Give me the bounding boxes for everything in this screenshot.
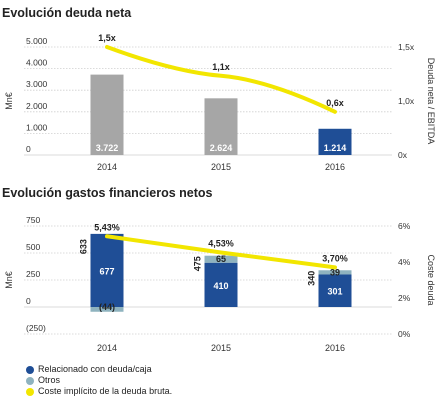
legend-label-cost: Coste implícito de la deuda bruta. — [38, 386, 173, 396]
y-tick-label: 1.000 — [26, 122, 48, 132]
y-tick-label: 4.000 — [26, 58, 48, 68]
y2-tick-label: 4% — [398, 257, 411, 267]
x-tick-label: 2014 — [97, 162, 117, 172]
bar-value-label: 3.722 — [96, 143, 119, 153]
x-tick-label: 2016 — [325, 162, 345, 172]
ratio-label: 1,5x — [98, 33, 116, 43]
y-tick-label: 0 — [26, 296, 31, 306]
y-tick-label: (250) — [26, 323, 46, 333]
x-tick-label: 2015 — [211, 162, 231, 172]
bar-others-label: 65 — [216, 254, 226, 264]
y-tick-label: 0 — [26, 144, 31, 154]
cost-label: 5,43% — [94, 222, 120, 232]
cost-label: 4,53% — [208, 238, 234, 248]
y-tick-label: 2.000 — [26, 101, 48, 111]
ratio-label: 1,1x — [212, 62, 230, 72]
bar-debt-label: 410 — [213, 281, 228, 291]
y2-tick-label: 6% — [398, 221, 411, 231]
cost-label: 3,70% — [322, 253, 348, 263]
total-label: 475 — [193, 256, 203, 271]
bar-others-2016 — [318, 270, 352, 275]
bar-value-label: 2.624 — [210, 143, 233, 153]
bar-2016 — [318, 128, 352, 155]
bar-others-2014 — [90, 307, 124, 312]
chart2-legend: Relacionado con deuda/caja Otros Coste i… — [26, 364, 172, 397]
legend-item-cost: Coste implícito de la deuda bruta. — [26, 386, 172, 397]
bar-debt-2016 — [318, 274, 352, 307]
bar-debt-2015 — [204, 262, 238, 307]
y-tick-label: 5.000 — [26, 36, 48, 46]
bar-others-2015 — [204, 255, 238, 263]
cost-line — [105, 234, 337, 270]
ratio-line — [105, 45, 337, 114]
y2-tick-label: 1,5x — [398, 42, 415, 52]
total-label: 633 — [79, 239, 89, 254]
y-axis-label: Mn€ — [4, 92, 14, 110]
y2-tick-label: 2% — [398, 293, 411, 303]
bar-others-label: (44) — [99, 302, 115, 312]
y-tick-label: 500 — [26, 242, 40, 252]
financial-expenses-chart: 750 500 250 0 (250) 6% 4% 2% 0% Mn€ Coste deuda 677… — [4, 215, 436, 353]
x-tick-label: 2014 — [97, 343, 117, 353]
legend-label-debt: Relacionado con deuda/caja — [38, 364, 152, 374]
y2-axis-label: Deuda neta / EBITDA — [426, 58, 436, 145]
y-tick-label: 750 — [26, 215, 40, 225]
y2-axis-label: Coste deuda — [426, 254, 436, 305]
legend-label-others: Otros — [38, 375, 61, 385]
legend-swatch-cost — [26, 387, 34, 396]
bar-debt-label: 301 — [327, 287, 342, 297]
y2-tick-label: 0% — [398, 329, 411, 339]
legend-item-debt: Relacionado con deuda/caja — [26, 364, 172, 375]
total-label: 340 — [307, 271, 317, 286]
bar-debt-label: 677 — [99, 266, 114, 276]
legend-swatch-others — [26, 376, 34, 385]
chart1-title: Evolución deuda neta — [2, 6, 132, 20]
net-debt-chart: 5.000 4.000 3.000 2.000 1.000 0 1,5x 1,0x 0x Mn€ D… — [4, 33, 436, 172]
x-tick-label: 2016 — [325, 343, 345, 353]
bar-2014 — [90, 74, 124, 155]
legend-item-others: Otros — [26, 375, 172, 386]
bar-value-label: 1.214 — [324, 143, 347, 153]
y-tick-label: 3.000 — [26, 79, 48, 89]
y-tick-label: 250 — [26, 269, 40, 279]
y2-tick-label: 0x — [398, 150, 408, 160]
y-axis-label: Mn€ — [4, 271, 14, 289]
bar-others-label: 39 — [330, 267, 340, 277]
y2-tick-label: 1,0x — [398, 96, 415, 106]
ratio-label: 0,6x — [326, 98, 344, 108]
legend-swatch-debt — [26, 365, 34, 374]
x-tick-label: 2015 — [211, 343, 231, 353]
bar-2015 — [204, 98, 238, 155]
chart2-title: Evolución gastos financieros netos — [2, 186, 213, 200]
bar-debt-2014 — [90, 233, 124, 307]
